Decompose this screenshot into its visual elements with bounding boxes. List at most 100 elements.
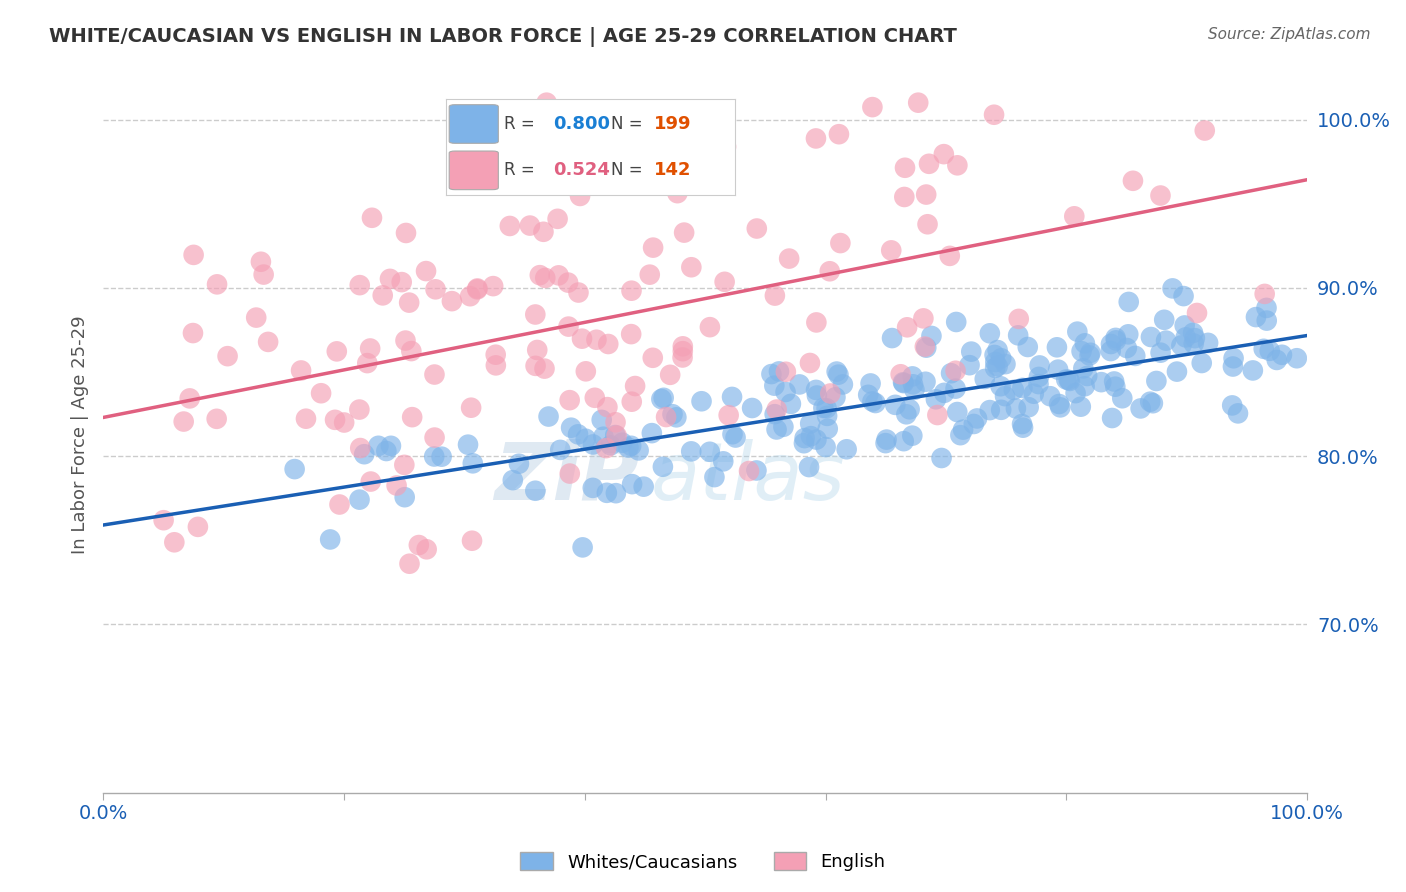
Point <box>703 470 725 484</box>
Point <box>605 428 627 442</box>
Point <box>745 221 768 235</box>
Point <box>1007 328 1029 343</box>
Point <box>875 436 897 450</box>
Point <box>1066 325 1088 339</box>
Point <box>482 279 505 293</box>
Point <box>595 441 617 455</box>
Point <box>380 439 402 453</box>
Point <box>1028 359 1050 373</box>
Point <box>815 409 838 423</box>
Point <box>567 285 589 300</box>
Point <box>378 272 401 286</box>
Point <box>946 158 969 172</box>
Point <box>880 244 903 258</box>
Point <box>485 348 508 362</box>
Point <box>1012 420 1035 434</box>
Point <box>724 431 747 445</box>
Point <box>825 365 848 379</box>
Point <box>820 386 842 401</box>
Point <box>205 412 228 426</box>
Point <box>865 396 887 410</box>
Point <box>401 344 423 359</box>
Point <box>775 365 797 379</box>
Point <box>912 311 935 326</box>
Point <box>371 288 394 302</box>
Point <box>1039 389 1062 403</box>
Point <box>179 392 201 406</box>
Point <box>799 356 821 370</box>
Point <box>1220 398 1243 412</box>
Point <box>699 320 721 334</box>
Point <box>661 407 683 421</box>
Point <box>415 542 437 557</box>
Point <box>699 166 721 180</box>
Point <box>828 127 851 141</box>
Point <box>973 372 995 386</box>
Point <box>920 329 942 343</box>
Point <box>672 344 695 359</box>
Point <box>398 557 420 571</box>
Point <box>1011 381 1033 395</box>
Point <box>333 416 356 430</box>
Point <box>949 428 972 442</box>
Point <box>612 435 634 450</box>
Point <box>349 278 371 293</box>
Point <box>699 444 721 458</box>
Point <box>907 95 929 110</box>
Point <box>461 533 484 548</box>
Point <box>1102 375 1125 389</box>
Point <box>714 139 737 153</box>
Point <box>860 100 883 114</box>
Point <box>353 447 375 461</box>
Point <box>1002 383 1025 397</box>
Point <box>1073 379 1095 393</box>
Point <box>1090 375 1112 389</box>
Point <box>585 333 607 347</box>
Point <box>901 369 924 384</box>
Point <box>793 431 815 445</box>
Point <box>571 541 593 555</box>
Point <box>643 241 665 255</box>
Point <box>582 481 605 495</box>
Point <box>1227 406 1250 420</box>
Point <box>465 282 488 296</box>
Point <box>295 411 318 425</box>
Point <box>253 268 276 282</box>
Point <box>591 413 613 427</box>
Point <box>534 271 557 285</box>
Point <box>932 147 955 161</box>
Point <box>775 384 797 399</box>
Point <box>934 385 956 400</box>
Point <box>914 375 936 389</box>
Point <box>467 281 489 295</box>
Point <box>880 331 903 345</box>
Point <box>862 394 884 409</box>
Point <box>367 439 389 453</box>
Point <box>1182 336 1205 351</box>
Point <box>966 411 988 425</box>
Point <box>1197 335 1219 350</box>
Point <box>1174 330 1197 344</box>
Point <box>547 211 569 226</box>
Point <box>605 415 627 429</box>
Point <box>1099 337 1122 351</box>
Point <box>915 341 938 355</box>
Point <box>745 463 768 477</box>
Point <box>804 383 827 397</box>
Point <box>349 402 371 417</box>
Point <box>662 129 685 144</box>
Point <box>797 460 820 475</box>
Point <box>793 436 815 450</box>
Point <box>620 394 643 409</box>
Point <box>1149 188 1171 202</box>
Point <box>1271 348 1294 362</box>
Point <box>901 428 924 442</box>
Point <box>896 320 918 334</box>
Point <box>915 187 938 202</box>
Point <box>1073 361 1095 376</box>
Point <box>984 355 1007 369</box>
Point <box>1018 401 1040 415</box>
Point <box>598 337 620 351</box>
Point <box>1078 348 1101 362</box>
Point <box>818 264 841 278</box>
